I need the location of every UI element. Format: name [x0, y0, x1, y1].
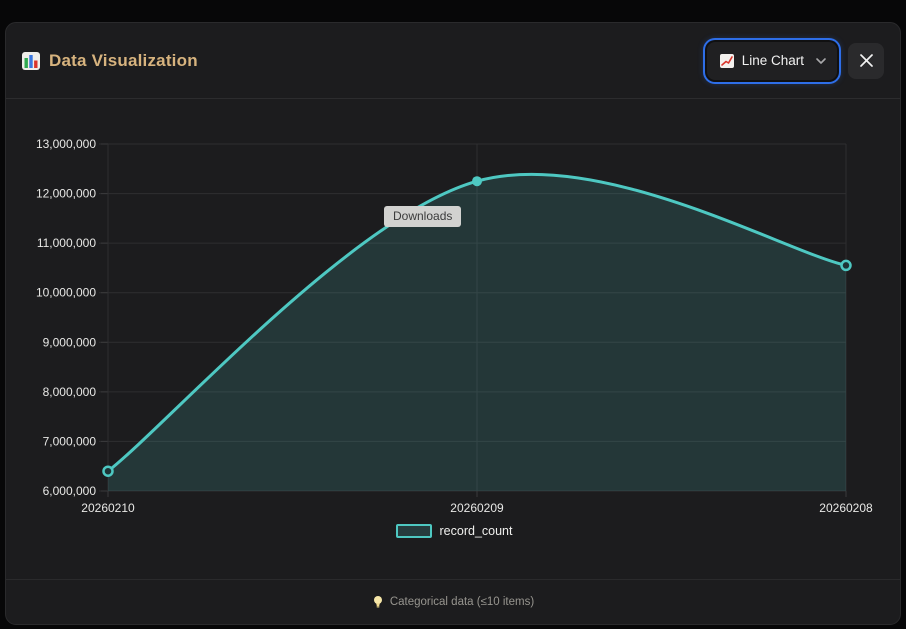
page-title: Data Visualization	[49, 50, 198, 70]
series-tooltip: Downloads	[384, 206, 462, 227]
lightbulb-icon	[372, 595, 384, 609]
panel-footer: Categorical data (≤10 items)	[6, 579, 900, 624]
chart-type-select-value: Line Chart	[741, 53, 804, 68]
chevron-down-icon	[815, 52, 827, 70]
x-axis-label: 20260210	[81, 501, 135, 515]
y-axis-label: 7,000,000	[43, 434, 97, 448]
bar-chart-icon	[21, 51, 41, 71]
data-point[interactable]	[840, 259, 852, 272]
y-axis-label: 10,000,000	[36, 286, 96, 300]
chart-legend[interactable]: record_count	[6, 524, 902, 538]
x-axis-label: 20260208	[819, 501, 873, 515]
x-axis-label: 20260209	[450, 501, 504, 515]
y-axis-label: 8,000,000	[43, 385, 97, 399]
chart-area: 6,000,000 7,000,000 8,000,000 9,000,000 10,0…	[6, 99, 902, 581]
panel-title-group: Data Visualization	[21, 51, 198, 71]
data-point[interactable]	[472, 176, 482, 187]
y-axis-label: 6,000,000	[43, 484, 97, 498]
line-chart[interactable]: 6,000,000 7,000,000 8,000,000 9,000,000 10,0…	[6, 99, 902, 581]
area-fill	[108, 174, 846, 491]
line-chart-icon	[719, 53, 735, 69]
y-axis-label: 11,000,000	[37, 236, 96, 250]
legend-label: record_count	[439, 524, 513, 538]
header-controls: Line Chart	[706, 41, 884, 80]
footer-hint: Categorical data (≤10 items)	[389, 596, 535, 608]
legend-swatch	[395, 524, 432, 538]
y-axis-label: 9,000,000	[43, 335, 97, 349]
close-button[interactable]	[848, 42, 884, 79]
close-icon	[859, 54, 873, 67]
data-visualization-panel: Data Visualization Line Chart	[5, 22, 901, 625]
data-point[interactable]	[102, 465, 114, 477]
y-axis-label: 13,000,000	[36, 137, 96, 151]
chart-type-select[interactable]: Line Chart	[706, 41, 837, 80]
panel-header: Data Visualization Line Chart	[6, 23, 900, 99]
y-axis-label: 12,000,000	[36, 187, 96, 201]
